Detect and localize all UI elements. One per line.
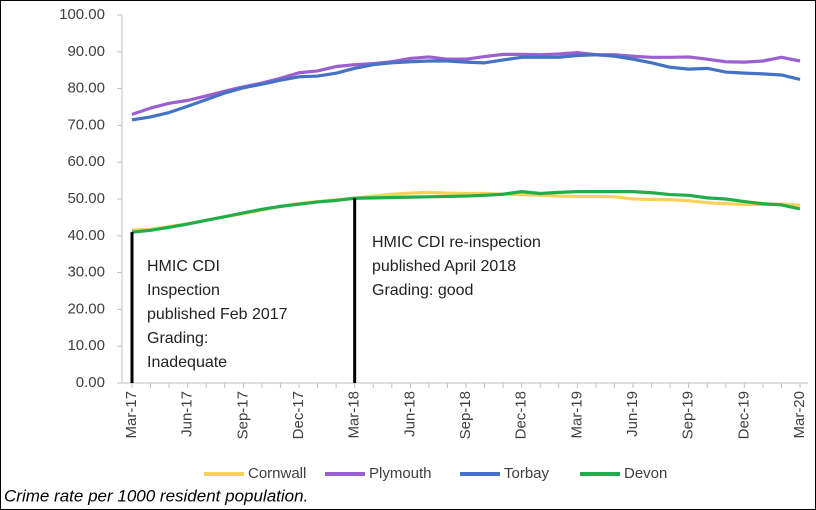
y-tick-label: 20.00 bbox=[67, 300, 105, 317]
legend-label: Devon bbox=[624, 465, 667, 482]
y-tick-label: 30.00 bbox=[67, 264, 105, 281]
y-tick-label: 50.00 bbox=[67, 190, 105, 207]
series-line bbox=[131, 190, 801, 234]
legend-label: Plymouth bbox=[369, 465, 432, 482]
legend-label: Torbay bbox=[504, 465, 550, 482]
y-tick-label: 10.00 bbox=[67, 337, 105, 354]
annotation-text: HMIC CDI bbox=[147, 258, 220, 275]
annotation-text: Inspection bbox=[147, 282, 220, 299]
annotation-text: Inadequate bbox=[147, 354, 227, 371]
annotation-text: published Feb 2017 bbox=[147, 306, 288, 323]
y-tick-label: 40.00 bbox=[67, 227, 105, 244]
annotation-text: published April 2018 bbox=[372, 258, 516, 275]
y-tick-label: 100.00 bbox=[59, 6, 105, 23]
y-tick-label: 0.00 bbox=[76, 374, 105, 391]
x-tick-label: Mar-17 bbox=[123, 391, 140, 439]
y-tick-label: 70.00 bbox=[67, 116, 105, 133]
caption: Crime rate per 1000 resident population. bbox=[4, 486, 308, 505]
x-tick-label: Jun-17 bbox=[179, 391, 196, 437]
x-tick-label: Sep-19 bbox=[680, 391, 697, 439]
x-tick-label: Mar-19 bbox=[568, 391, 585, 439]
annotation-text: Grading: good bbox=[372, 282, 473, 299]
x-tick-label: Dec-19 bbox=[735, 391, 752, 439]
annotation-text: HMIC CDI re-inspection bbox=[372, 234, 541, 251]
x-tick-label: Dec-17 bbox=[290, 391, 307, 439]
y-tick-label: 60.00 bbox=[67, 153, 105, 170]
y-tick-label: 80.00 bbox=[67, 80, 105, 97]
y-tick-label: 90.00 bbox=[67, 43, 105, 60]
x-tick-label: Dec-18 bbox=[513, 391, 530, 439]
x-tick-label: Mar-20 bbox=[791, 391, 808, 439]
x-tick-label: Mar-18 bbox=[346, 391, 363, 439]
x-tick-label: Sep-18 bbox=[457, 391, 474, 439]
annotation-text: Grading: bbox=[147, 330, 208, 347]
x-tick-label: Jun-18 bbox=[401, 391, 418, 437]
legend-label: Cornwall bbox=[248, 465, 306, 482]
x-tick-label: Sep-17 bbox=[234, 391, 251, 439]
x-tick-label: Jun-19 bbox=[624, 391, 641, 437]
series-line bbox=[131, 53, 801, 122]
